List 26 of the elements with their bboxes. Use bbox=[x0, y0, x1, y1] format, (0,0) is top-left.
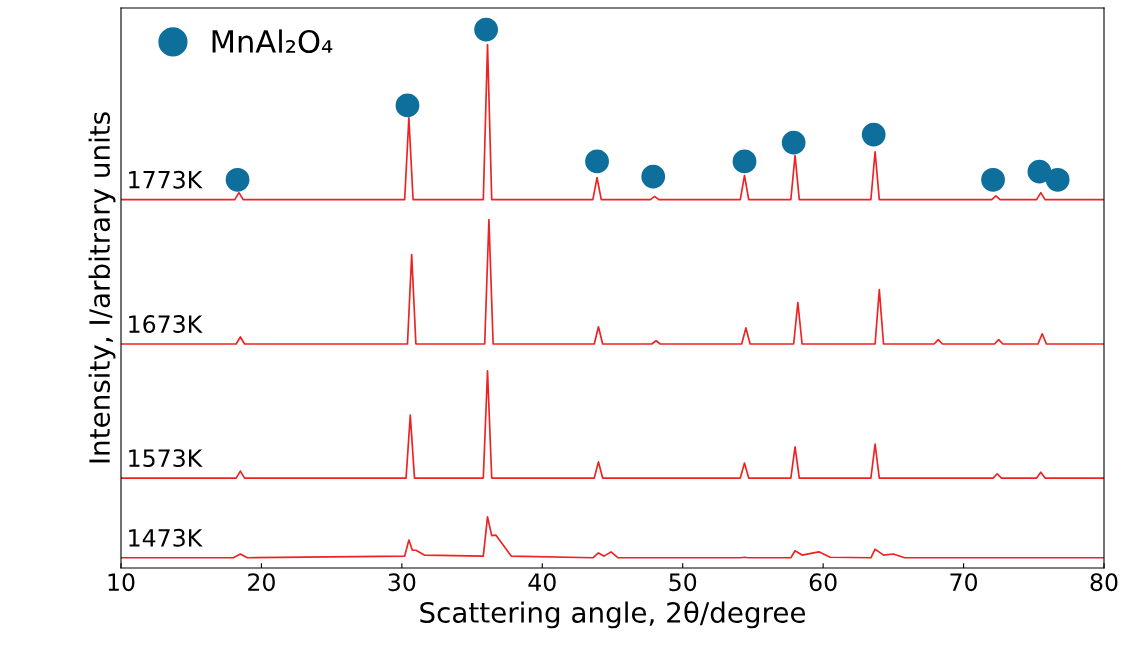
point bbox=[474, 17, 499, 42]
point bbox=[781, 130, 806, 155]
x-axis-title: Scattering angle, 2θ/degree bbox=[420, 601, 806, 629]
point bbox=[861, 122, 886, 147]
point bbox=[225, 167, 250, 192]
point bbox=[732, 149, 757, 174]
point bbox=[1027, 159, 1052, 184]
point bbox=[395, 93, 420, 118]
point bbox=[585, 149, 609, 174]
series-label: 1573K bbox=[129, 449, 203, 468]
x-tick-label: 10 bbox=[108, 573, 135, 592]
series-label: 1673K bbox=[129, 315, 203, 333]
x-tick-label: 60 bbox=[809, 573, 837, 592]
x-tick-label: 30 bbox=[388, 573, 416, 592]
point bbox=[981, 167, 1005, 192]
series-label: 1473K bbox=[129, 528, 203, 547]
series-label: 1773K bbox=[129, 170, 203, 189]
x-tick-label: 80 bbox=[1090, 573, 1118, 592]
point bbox=[641, 164, 666, 189]
x-tick-label: 20 bbox=[248, 573, 275, 592]
point bbox=[1045, 167, 1070, 192]
x-tick-label: 40 bbox=[528, 573, 556, 592]
x-tick-label: 70 bbox=[950, 573, 978, 592]
y-axis-title: Intensity, I/arbitrary units bbox=[88, 112, 116, 463]
x-tick-label: 50 bbox=[669, 573, 697, 592]
legend-label: MnAl₂O₄ bbox=[212, 29, 333, 54]
